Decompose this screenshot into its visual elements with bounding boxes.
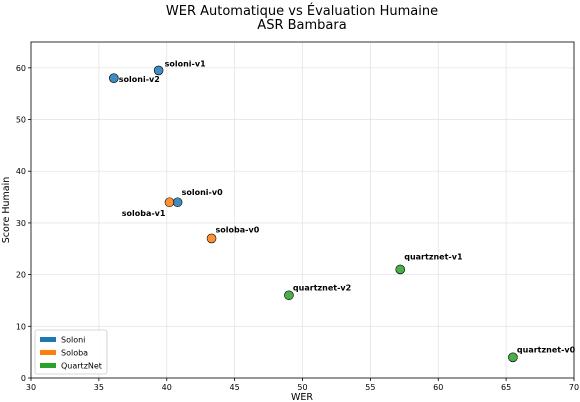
point-label-soloni-v1: soloni-v1 xyxy=(165,59,206,68)
y-tick-label: 60 xyxy=(16,64,26,73)
x-axis-label: WER xyxy=(291,392,313,402)
y-tick-label: 20 xyxy=(16,271,26,280)
data-point-soloni-v2 xyxy=(109,73,119,83)
y-tick-label: 10 xyxy=(16,322,26,331)
legend-label-quartznet: QuartzNet xyxy=(61,362,102,371)
legend-swatch-soloba xyxy=(40,350,56,355)
chart-title: WER Automatique vs Évaluation Humaine xyxy=(166,3,438,19)
x-tick-label: 70 xyxy=(569,383,579,392)
legend-swatch-quartznet xyxy=(40,363,56,368)
data-point-soloba-v0 xyxy=(206,233,217,244)
data-point-soloni-v0 xyxy=(172,197,183,208)
point-label-soloba-v1: soloba-v1 xyxy=(122,209,166,218)
x-tick-label: 65 xyxy=(501,383,511,392)
x-tick-label: 50 xyxy=(297,383,307,392)
data-point-quartznet-v0 xyxy=(508,352,518,363)
x-tick-label: 60 xyxy=(433,383,443,392)
x-tick-label: 40 xyxy=(162,383,172,392)
data-point-soloni-v1 xyxy=(153,65,164,76)
point-label-quartznet-v1: quartznet-v1 xyxy=(404,252,463,261)
x-tick-label: 45 xyxy=(230,383,240,392)
legend-label-soloni: Soloni xyxy=(61,336,85,345)
x-tick-label: 35 xyxy=(94,383,104,392)
y-tick-label: 40 xyxy=(16,167,26,176)
y-tick-label: 50 xyxy=(16,116,26,125)
data-point-quartznet-v1 xyxy=(395,264,406,275)
point-label-quartznet-v2: quartznet-v2 xyxy=(293,283,351,292)
x-tick-label: 55 xyxy=(365,383,375,392)
x-tick-label: 30 xyxy=(26,383,36,392)
legend-swatch-soloni xyxy=(40,337,56,342)
legend-label-soloba: Soloba xyxy=(61,349,88,358)
y-tick-label: 30 xyxy=(16,219,26,228)
y-tick-label: 0 xyxy=(21,374,26,383)
point-label-soloba-v0: soloba-v0 xyxy=(216,225,260,234)
x-axis-ticks: 30 35 40 45 50 55 60 65 70 xyxy=(26,378,579,392)
data-point-quartznet-v2 xyxy=(284,290,294,301)
grid-lines xyxy=(30,42,575,379)
point-labels: soloni-v1 soloni-v2 soloni-v0 soloba-v1 solo… xyxy=(119,59,576,354)
chart-subtitle: ASR Bambara xyxy=(257,18,346,33)
data-point-soloba-v1 xyxy=(164,197,175,208)
point-label-soloni-v2: soloni-v2 xyxy=(119,75,160,84)
data-points xyxy=(109,65,518,363)
y-axis-ticks: 0 10 20 30 40 50 60 xyxy=(16,64,31,383)
y-axis-label: Score Humain xyxy=(1,177,12,244)
legend: Soloni Soloba QuartzNet xyxy=(34,329,108,375)
point-label-soloni-v0: soloni-v0 xyxy=(182,188,223,197)
point-label-quartznet-v0: quartznet-v0 xyxy=(517,345,576,354)
